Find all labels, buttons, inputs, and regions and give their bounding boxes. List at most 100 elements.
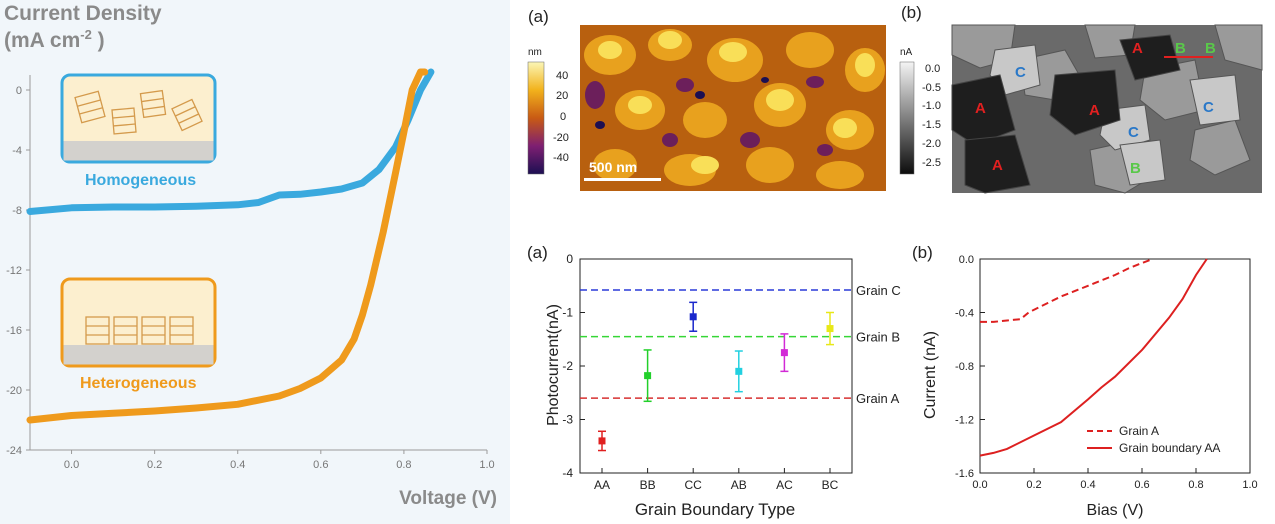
iv-x-tick-label: 0.8	[1188, 479, 1203, 491]
photocurrent-x-tick-label: AA	[594, 478, 610, 492]
grain-label: A	[1089, 102, 1100, 119]
photocurrent-x-tick-label: AC	[776, 478, 793, 492]
jv-y-tick-label: -24	[6, 445, 22, 457]
legend-label-grain-boundary: Grain boundary AA	[1119, 441, 1220, 455]
cafm-scale-unit: nA	[900, 47, 913, 58]
grain-label: B	[1175, 40, 1186, 57]
photocurrent-x-tick-label: CC	[685, 478, 703, 492]
jv-x-tick-label: 1.0	[479, 459, 494, 471]
afm-scale-tick: 40	[556, 70, 568, 82]
afm-color-scale	[527, 61, 545, 175]
jv-y-tick-label: 0	[16, 85, 22, 97]
jv-x-tick-label: 0.8	[396, 459, 411, 471]
photocurrent-y-tick-label: -3	[562, 413, 573, 427]
photocurrent-chart: (a) Photocurrent(nA) Grain Boundary Type…	[527, 243, 901, 519]
photocurrent-marks	[580, 289, 852, 452]
afm-image	[580, 25, 886, 191]
iv-ylabel: Current (nA)	[922, 331, 939, 419]
iv-x-tick-label: 0.4	[1080, 479, 1095, 491]
ref-label-grain-c: Grain C	[856, 283, 901, 298]
afm-scale-tick: -20	[553, 132, 569, 144]
iv-series-line	[979, 258, 1208, 457]
grain-label: B	[1205, 40, 1216, 57]
afm-scalebar-text: 500 nm	[589, 159, 637, 175]
jv-lines	[26, 68, 435, 424]
ref-label-grain-b: Grain B	[856, 330, 900, 345]
data-point	[598, 437, 606, 445]
afm-scale-tick: -40	[553, 152, 569, 164]
jv-title-line1: Current Density	[4, 2, 162, 25]
iv-xlabel: Bias (V)	[1087, 502, 1144, 519]
jv-y-tick-label: -12	[6, 265, 22, 277]
reference-labels: Grain C Grain B Grain A	[856, 283, 901, 406]
photocurrent-x-tick-label: AB	[731, 478, 747, 492]
iv-y-tick-label: -0.4	[955, 308, 974, 320]
cafm-scale-tick: -2.0	[922, 138, 941, 150]
iv-lines	[979, 258, 1208, 457]
iv-y-tick-label: 0.0	[959, 254, 974, 266]
iv-axes: 0.0-0.4-0.8-1.2-1.60.0 0.2 0.4 0.6 0.8 1.0	[955, 254, 1258, 491]
data-point	[735, 367, 743, 375]
grain-label: B	[1130, 160, 1141, 177]
afm-panel-label: (a)	[528, 7, 549, 26]
homogeneous-label: Homogeneous	[85, 172, 196, 189]
cafm-scale-tick: -2.5	[922, 157, 941, 169]
inset-heterogeneous-substrate	[63, 345, 214, 365]
afm-scale-tick: 0	[560, 111, 566, 123]
iv-panel-label: (b)	[912, 243, 933, 262]
iv-legend: Grain A Grain boundary AA	[1087, 424, 1220, 455]
afm-scale-tick: 20	[556, 90, 568, 102]
photocurrent-y-tick-label: -2	[562, 359, 573, 373]
jv-axes: 0 -4 -8 -12 -16 -20 -24 0.0 0.2 0.4 0.6 0.8 1.0	[6, 75, 495, 471]
jv-title-line2: (mA cm-2 )	[4, 27, 105, 52]
jv-y-tick-label: -16	[6, 325, 22, 337]
photocurrent-plot-frame	[579, 258, 853, 474]
photocurrent-xlabel: Grain Boundary Type	[635, 500, 795, 519]
inset-homogeneous	[60, 73, 217, 164]
jv-x-tick-label: 0.4	[230, 459, 245, 471]
cafm-grain-labels: A B B C A A C C A B	[975, 40, 1216, 177]
photocurrent-y-tick-label: -4	[562, 466, 573, 480]
cafm-image	[951, 24, 1263, 194]
grain-label: C	[1128, 124, 1139, 141]
afm-scalebar	[584, 178, 661, 181]
cafm-scale-tick: -0.5	[922, 82, 941, 94]
jv-x-tick-label: 0.6	[313, 459, 328, 471]
iv-panel: (b) Current (nA) Bias (V) 0.0 -0.4 -0.8 -1.…	[905, 235, 1275, 524]
data-point	[644, 372, 652, 380]
photocurrent-y-tick-label: -1	[562, 306, 573, 320]
data-point	[780, 349, 788, 357]
afm-figure: (a) nm 40 20 0 -20 -40	[527, 7, 886, 191]
photocurrent-x-tick-label: BB	[640, 478, 656, 492]
heterogeneous-label: Heterogeneous	[80, 375, 197, 392]
jv-y-tick-label: -4	[12, 145, 22, 157]
grain-label: C	[1015, 64, 1026, 81]
jv-x-tick-label: 0.0	[64, 459, 79, 471]
cafm-scale-tick: -1.0	[922, 100, 941, 112]
jv-series-heterogeneous	[26, 68, 429, 424]
cafm-scale-ticks: 0.0 -0.5 -1.0 -1.5 -2.0 -2.5	[922, 63, 941, 169]
ref-label-grain-a: Grain A	[856, 391, 900, 406]
grain-label: A	[1132, 40, 1143, 57]
photocurrent-panel: (a) Photocurrent(nA) Grain Boundary Type…	[520, 235, 920, 524]
cafm-panel: (b) nA 0.0 -0.5 -1.0 -1.5 -2.0 -2.5	[895, 0, 1275, 205]
data-point	[826, 325, 834, 333]
iv-y-tick-label: -1.6	[955, 468, 974, 480]
jv-chart: Current Density (mA cm-2 ) Voltage (V) 0…	[4, 2, 497, 509]
iv-x-tick-label: 0.0	[972, 479, 987, 491]
iv-series-line	[980, 258, 1154, 323]
iv-chart: (b) Current (nA) Bias (V) 0.0 -0.4 -0.8 -1.…	[912, 243, 1258, 519]
jv-chart-panel: Current Density (mA cm-2 ) Voltage (V) 0…	[0, 0, 510, 524]
jv-y-tick-label: -20	[6, 385, 22, 397]
photocurrent-ylabel: Photocurrent(nA)	[545, 304, 562, 426]
jv-xlabel: Voltage (V)	[399, 488, 497, 509]
photocurrent-y-tick-label: 0	[566, 252, 573, 266]
iv-y-tick-label: -0.8	[955, 361, 974, 373]
photocurrent-x-tick-label: BC	[822, 478, 839, 492]
cafm-panel-label: (b)	[901, 3, 922, 22]
cafm-scale-tick: 0.0	[925, 63, 940, 75]
data-point	[689, 313, 697, 321]
afm-panel: (a) nm 40 20 0 -20 -40	[520, 0, 900, 205]
grain-label: A	[992, 157, 1003, 174]
inset-homogeneous-substrate	[63, 141, 214, 161]
